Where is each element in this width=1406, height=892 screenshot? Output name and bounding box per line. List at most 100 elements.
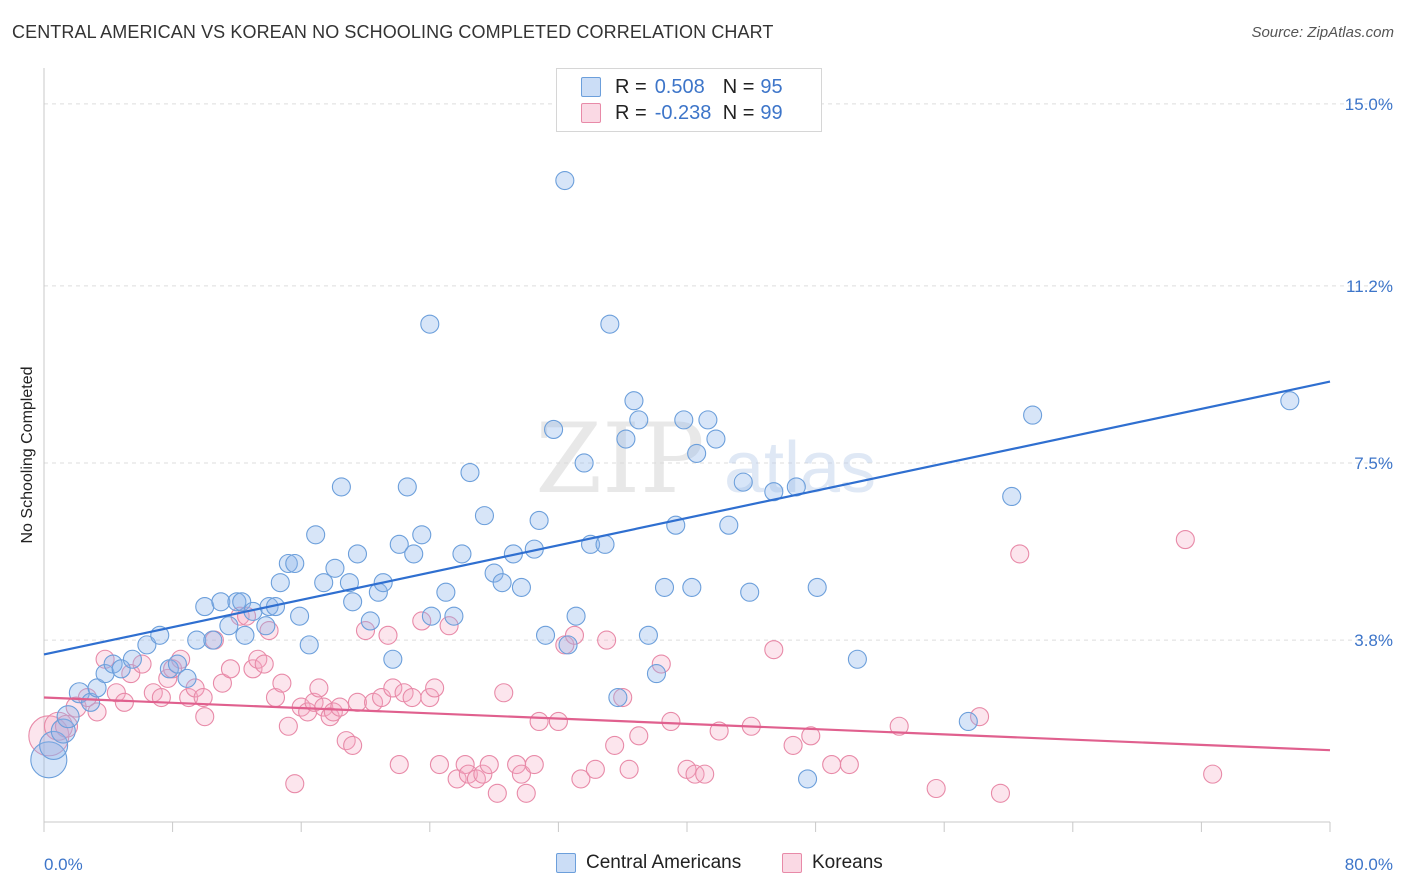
- central-point: [1023, 405, 1043, 425]
- korean-point: [132, 654, 152, 674]
- central-point: [122, 649, 142, 669]
- korean-point: [585, 759, 605, 779]
- bottom-legend-central: Central Americans: [556, 852, 741, 874]
- central-point: [1002, 486, 1022, 507]
- central-point: [187, 630, 207, 650]
- central-point: [555, 170, 575, 191]
- central-point: [460, 462, 480, 483]
- korean-point: [330, 697, 350, 717]
- central-points: [30, 170, 1300, 789]
- korean-point: [1203, 764, 1223, 784]
- central-point: [343, 592, 363, 612]
- watermark: ZIP atlas: [535, 403, 876, 515]
- korean-point: [355, 620, 376, 641]
- korean-point: [54, 714, 79, 738]
- central-point: [535, 625, 556, 645]
- korean-point: [605, 735, 625, 755]
- korean-point: [378, 625, 398, 645]
- korean-point: [479, 755, 499, 775]
- central-point: [227, 592, 247, 612]
- y-tick-label: 7.5%: [1354, 454, 1393, 473]
- source-credit: Source: ZipAtlas.com: [1251, 24, 1394, 41]
- y-tick-label: 15.0%: [1345, 95, 1393, 114]
- central-point: [232, 592, 252, 612]
- korean-point: [1010, 544, 1030, 564]
- korean-point: [783, 735, 803, 755]
- korean-point: [420, 687, 440, 708]
- central-point: [290, 606, 310, 626]
- korean-point: [494, 683, 514, 703]
- korean-point: [285, 774, 305, 794]
- korean-point: [309, 678, 329, 698]
- x-tick-label-min: 0.0%: [44, 855, 83, 874]
- central-point: [360, 611, 380, 631]
- central-point: [420, 314, 440, 334]
- korean-point: [685, 764, 705, 784]
- central-point: [719, 515, 739, 535]
- korean-point: [278, 716, 298, 736]
- korean-point: [314, 697, 334, 717]
- korean-point: [87, 702, 107, 722]
- korean-point: [347, 692, 368, 712]
- central-point: [412, 525, 432, 545]
- korean-point: [695, 764, 715, 784]
- korean-point: [801, 726, 821, 746]
- bottom-legend-korean: Koreans: [782, 852, 883, 874]
- korean-point: [304, 692, 324, 712]
- bottom-legend-swatch-korean: [782, 853, 802, 873]
- central-point: [56, 705, 80, 729]
- central-point: [306, 525, 326, 545]
- central-point: [674, 410, 694, 430]
- central-point: [733, 472, 753, 492]
- korean-point: [926, 778, 946, 799]
- central-point: [474, 506, 495, 526]
- korean-point: [970, 707, 990, 727]
- central-point: [958, 711, 978, 732]
- legend-row-korean: R = -0.238 N = 99: [581, 101, 783, 125]
- central-point: [331, 477, 351, 497]
- korean-point: [243, 659, 263, 679]
- korean-point: [473, 764, 493, 784]
- central-point: [798, 769, 818, 789]
- korean-point: [822, 755, 842, 775]
- korean-point: [193, 687, 213, 708]
- korean-point: [447, 769, 467, 789]
- chart-title: CENTRAL AMERICAN VS KOREAN NO SCHOOLING …: [12, 22, 774, 42]
- korean-point: [195, 707, 215, 727]
- central-point: [616, 429, 636, 449]
- trend-lines: [43, 380, 1331, 752]
- central-point: [347, 544, 368, 564]
- central-point: [137, 635, 157, 655]
- central-point: [211, 592, 231, 612]
- korean-point: [383, 678, 403, 698]
- korean-point: [990, 783, 1011, 803]
- korean-point: [839, 755, 859, 775]
- korean-point: [1175, 530, 1195, 550]
- korean-point: [524, 755, 544, 775]
- central-point: [595, 534, 615, 554]
- korean-point: [412, 611, 432, 631]
- korean-point: [106, 683, 126, 703]
- korean-point: [511, 764, 531, 784]
- central-point: [600, 314, 620, 334]
- korean-point: [889, 716, 909, 736]
- central-point: [629, 410, 649, 430]
- central-point: [219, 616, 239, 636]
- central-point: [81, 692, 101, 712]
- central-point: [740, 582, 760, 602]
- central-point: [638, 625, 658, 645]
- korean-trend-line: [43, 696, 1331, 752]
- korean-point: [709, 721, 729, 741]
- central-point: [314, 573, 334, 593]
- central-point: [389, 534, 409, 554]
- central-point: [511, 577, 531, 597]
- korean-point: [220, 659, 241, 679]
- central-point: [624, 391, 644, 411]
- central-point: [646, 664, 667, 684]
- central-point: [484, 563, 504, 583]
- korean-point: [661, 711, 681, 732]
- korean-point: [179, 687, 199, 708]
- korean-point: [619, 759, 639, 779]
- central-point: [847, 649, 867, 669]
- axes: [43, 68, 1331, 832]
